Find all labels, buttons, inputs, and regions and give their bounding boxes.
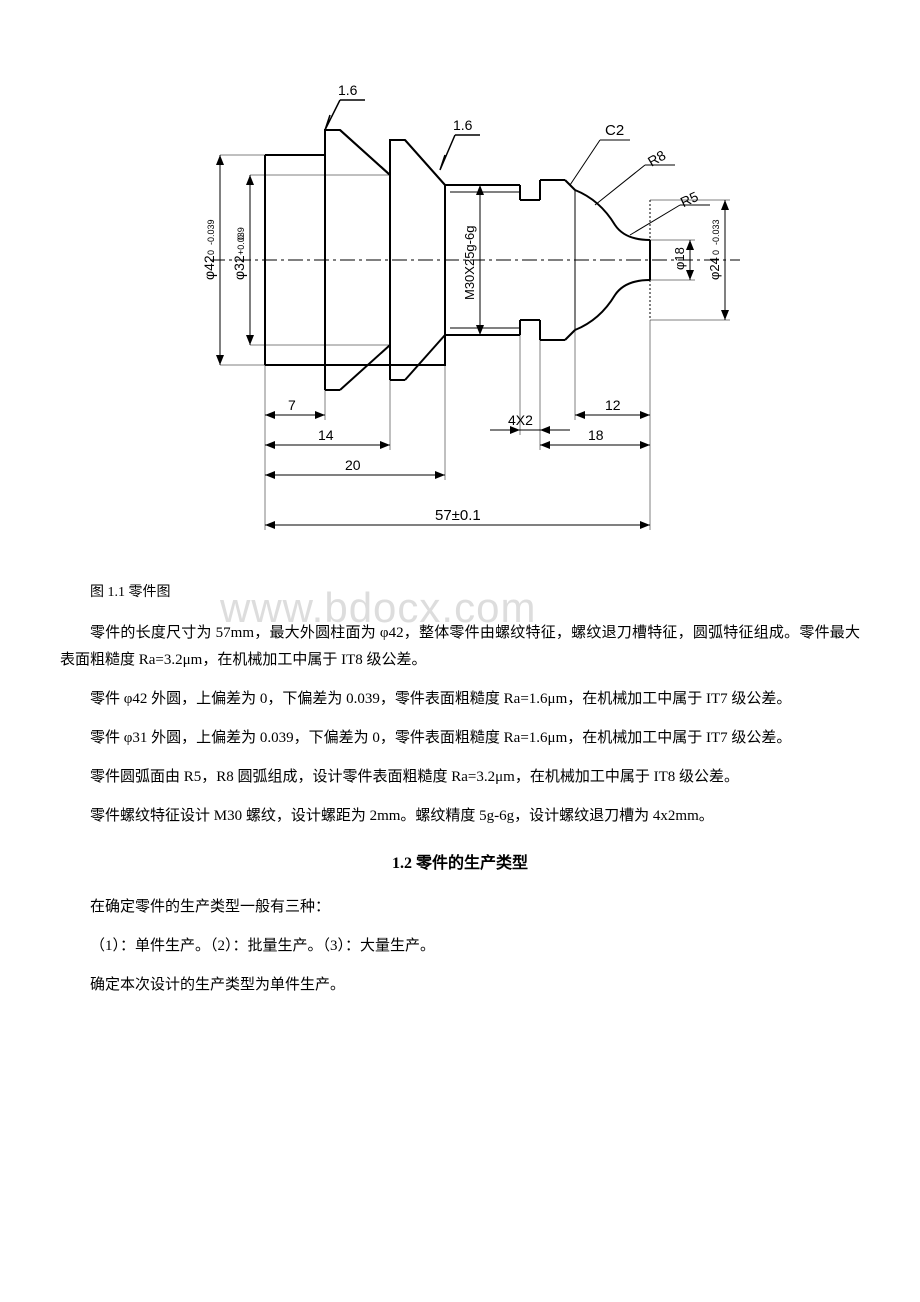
svg-text:18: 18 <box>588 427 604 443</box>
svg-text:12: 12 <box>605 397 621 413</box>
svg-text:57±0.1: 57±0.1 <box>435 507 481 524</box>
paragraph-8: 确定本次设计的生产类型为单件生产。 <box>60 972 860 999</box>
svg-text:7: 7 <box>288 397 296 413</box>
paragraph-4: 零件圆弧面由 R5，R8 圆弧组成，设计零件表面粗糙度 Ra=3.2μm，在机械… <box>60 764 860 791</box>
svg-text:φ32: φ32 <box>231 255 247 280</box>
svg-text:+0.039: +0.039 <box>236 227 246 255</box>
svg-text:20: 20 <box>345 457 361 473</box>
svg-text:R5: R5 <box>678 188 701 210</box>
svg-text:1.6: 1.6 <box>453 117 473 133</box>
svg-text:0: 0 <box>236 235 246 240</box>
svg-text:R8: R8 <box>645 147 669 170</box>
svg-text:φ42: φ42 <box>201 255 217 280</box>
svg-text:0: 0 <box>206 250 216 255</box>
svg-text:-0.033: -0.033 <box>711 219 721 245</box>
svg-text:1.6: 1.6 <box>338 82 358 98</box>
paragraph-2: 零件 φ42 外圆，上偏差为 0，下偏差为 0.039，零件表面粗糙度 Ra=1… <box>60 686 860 713</box>
paragraph-3: 零件 φ31 外圆，上偏差为 0.039，下偏差为 0，零件表面粗糙度 Ra=1… <box>60 725 860 752</box>
paragraph-5: 零件螺纹特征设计 M30 螺纹，设计螺距为 2mm。螺纹精度 5g-6g，设计螺… <box>60 803 860 830</box>
svg-text:M30X25g-6g: M30X25g-6g <box>462 226 477 300</box>
svg-text:14: 14 <box>318 427 334 443</box>
engineering-drawing: 1.6 1.6 C2 R8 R5 φ42 0 -0.039 <box>170 80 750 560</box>
paragraph-7: （1）：单件生产。（2）：批量生产。（3）：大量生产。 <box>60 933 860 960</box>
section-title: 1.2 零件的生产类型 <box>60 850 860 879</box>
svg-text:φ18: φ18 <box>672 247 687 270</box>
svg-text:-0.039: -0.039 <box>206 219 216 245</box>
svg-text:φ24: φ24 <box>707 257 722 280</box>
svg-text:4X2: 4X2 <box>508 412 533 428</box>
svg-text:0: 0 <box>711 250 721 255</box>
paragraph-6: 在确定零件的生产类型一般有三种： <box>60 894 860 921</box>
svg-text:C2: C2 <box>605 122 624 139</box>
watermark-text: www.bdocx.com <box>220 570 536 646</box>
